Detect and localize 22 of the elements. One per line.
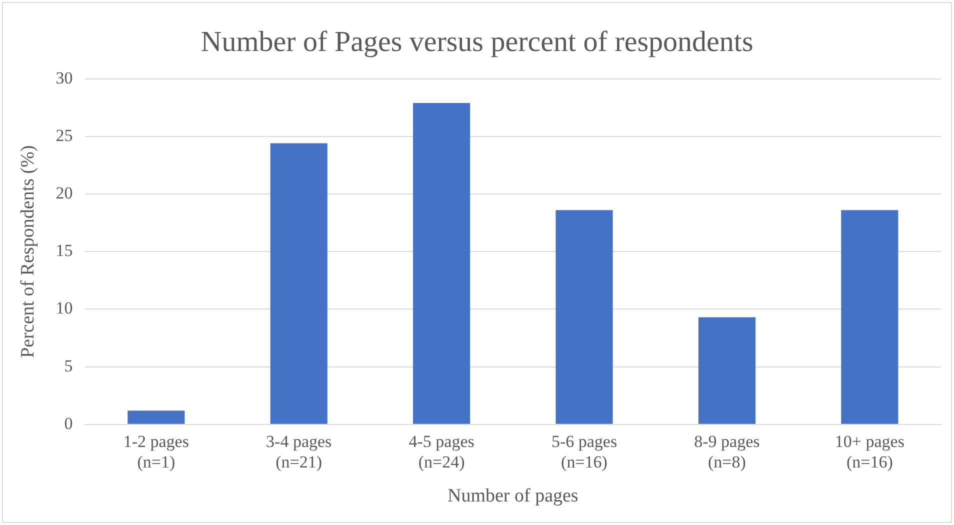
x-tick-label: 10+ pages (n=16)	[834, 432, 904, 472]
y-axis-title: Percent of Respondents (%)	[17, 145, 38, 358]
x-axis-title: Number of pages	[447, 486, 578, 507]
y-tick-label: 15	[56, 241, 73, 260]
bar	[270, 143, 328, 424]
y-tick-label: 20	[56, 183, 73, 202]
bar	[556, 210, 613, 424]
x-tick-label: 4-5 pages (n=24)	[408, 432, 474, 472]
bar	[413, 102, 470, 424]
y-tick-label: 30	[56, 68, 73, 88]
x-tick-label: 1-2 pages (n=1)	[123, 432, 189, 472]
x-tick-label: 3-4 pages (n=21)	[266, 432, 332, 472]
chart-title: Number of Pages versus percent of respondents	[200, 26, 754, 58]
x-tick-label: 5-6 pages (n=16)	[551, 432, 618, 472]
y-tick-label: 25	[56, 126, 73, 145]
y-tick-label: 0	[64, 414, 73, 433]
y-tick-label: 5	[64, 356, 73, 376]
bar	[841, 210, 898, 424]
bar	[698, 317, 756, 424]
y-tick-label: 10	[56, 298, 73, 318]
bar	[128, 410, 185, 424]
x-tick-label: 8-9 pages (n=8)	[694, 432, 760, 472]
